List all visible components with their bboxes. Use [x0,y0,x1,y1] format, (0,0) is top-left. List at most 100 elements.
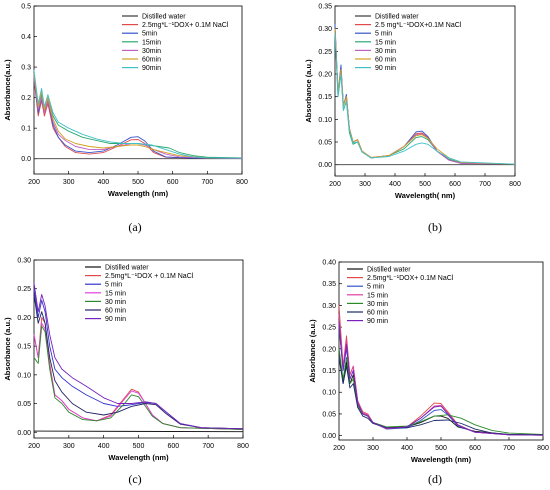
series-line [33,325,244,430]
legend-label: 30 min [375,48,396,55]
x-tick-label: 500 [133,443,145,450]
x-tick-label: 500 [132,179,144,186]
chart-svg: 200 300 400 500 600 700 800 0.00 0.05 0.10 0.15 0.2… [304,4,521,201]
y-tick-label: 0.00 [322,433,336,440]
y-tick-label: 0.10 [318,117,332,124]
y-tick-label: 0.05 [17,401,31,408]
x-tick-label: 400 [98,443,110,450]
x-tick-label: 200 [329,181,341,188]
legend-label: 90 min [375,65,396,72]
y-axis-label: Absorbance (a.u.) [308,319,317,383]
caption-d: (d) [428,472,442,486]
legend-label: 2.5 mg*L⁻¹DOX+0.1M NaCl [375,22,462,29]
y-tick-label: 0.10 [322,390,336,397]
x-tick-label: 500 [419,181,431,188]
x-tick-label: 300 [367,445,379,452]
x-axis-label: Wavelength (nm) [108,453,169,462]
legend-label: Distilled water [142,14,186,21]
x-axis-label: Wavelength (nm) [411,455,472,464]
caption-a: (a) [128,220,142,234]
legend-label: 60 min [105,308,126,315]
legend-label: 2.5mg*L⁻¹DOX + 0.1M NaCl [105,273,194,280]
legend-label: 2.5mg*L⁻¹DOX+ 0.1M NaCl [367,275,454,282]
y-tick-label: 0.35 [318,4,332,11]
plot-frame [33,5,243,175]
y-tick-label: 0.20 [322,346,336,353]
chart-svg: 200 300 400 500 600 700 800 0.00 0.05 0.10 0.15 0.2… [3,258,249,463]
chart-panel-c: 200 300 400 500 600 700 800 0.00 0.05 0.10 0.15 0.2… [0,245,275,490]
x-tick-label: 700 [503,445,515,452]
chart-panel-b: 200 300 400 500 600 700 800 0.00 0.05 0.10 0.15 0.2… [275,0,550,245]
legend-label: 60 min [375,57,396,64]
legend-label: 2.5mg*L⁻¹DOX+ 0.1M NaCl [142,22,229,29]
x-tick-label: 800 [509,181,521,188]
series-line [33,322,244,430]
x-tick-label: 200 [333,445,345,452]
series-line [33,430,244,433]
y-tick-label: 0.4 [21,34,31,41]
legend-label: 30 min [105,299,126,306]
y-tick-label: 0.35 [322,281,336,288]
x-tick-label: 400 [401,445,413,452]
series-line [338,314,544,436]
y-tick-label: 0.15 [318,94,332,101]
y-tick-label: 0.15 [322,368,336,375]
series-line [338,357,544,436]
y-tick-label: 0.15 [17,344,31,351]
x-tick-label: 800 [236,179,248,186]
legend-label: 5 min [367,284,384,291]
y-tick-label: 0.25 [17,286,31,293]
x-tick-label: 600 [449,181,461,188]
y-tick-label: 0.0 [21,156,31,163]
x-tick-label: 500 [435,445,447,452]
x-axis-label: Wavelength( nm) [395,191,456,200]
y-tick-label: 0.25 [322,325,336,332]
legend-label: 60 min [367,310,388,317]
legend-label: 30 min [367,301,388,308]
plot-frame [33,259,244,439]
caption-b: (b) [428,220,442,234]
series-line [338,348,544,436]
x-tick-label: 800 [237,443,249,450]
series-line [33,282,244,430]
x-tick-label: 700 [202,443,214,450]
y-tick-label: 0.00 [17,430,31,437]
legend-label: 5min [142,31,157,38]
y-tick-label: 0.2 [21,95,31,102]
series-line [338,322,544,436]
x-tick-label: 300 [63,443,75,450]
x-axis-label: Wavelength (nm) [108,189,169,198]
legend-label: 30min [142,48,161,55]
y-tick-label: 0.3 [21,65,31,72]
series-line [33,73,243,159]
y-tick-label: 0.30 [322,303,336,310]
series-line [33,76,243,159]
x-tick-label: 200 [28,443,40,450]
y-tick-label: 0.00 [318,162,332,169]
series-line [33,70,243,159]
legend-label: 15 min [375,39,396,46]
legend-label: Distilled water [375,14,419,21]
x-tick-label: 200 [28,179,40,186]
chart-panel-d: 200 300 400 500 600 700 800 0.00 0.05 0.10 0.15 0.2… [275,245,550,490]
x-tick-label: 800 [537,445,549,452]
legend-label: Distilled water [367,267,411,274]
series-line [338,348,544,435]
legend-label: 90 min [105,316,126,323]
y-tick-label: 0.25 [318,49,332,56]
y-axis-label: Absorbance(a.u.) [3,59,12,121]
series-line [33,316,244,430]
chart-svg: 200 300 400 500 600 700 800 0.00 0.05 0.10 0.15 0.2… [308,260,549,465]
y-axis-label: Absorbance (a.u.) [304,59,313,123]
series-line [334,33,516,165]
legend-label: Distilled water [105,265,149,272]
chart-svg: 200 300 400 500 600 700 800 0.0 0.1 0.2 0.3 0.4 0.5 W… [3,4,248,199]
legend-label: 5 min [105,282,122,289]
caption-c: (c) [128,472,142,486]
x-tick-label: 300 [63,179,75,186]
x-tick-label: 600 [469,445,481,452]
x-tick-label: 700 [201,179,213,186]
y-tick-label: 0.30 [17,258,31,265]
y-tick-label: 0.1 [21,126,31,133]
y-tick-label: 0.20 [17,315,31,322]
